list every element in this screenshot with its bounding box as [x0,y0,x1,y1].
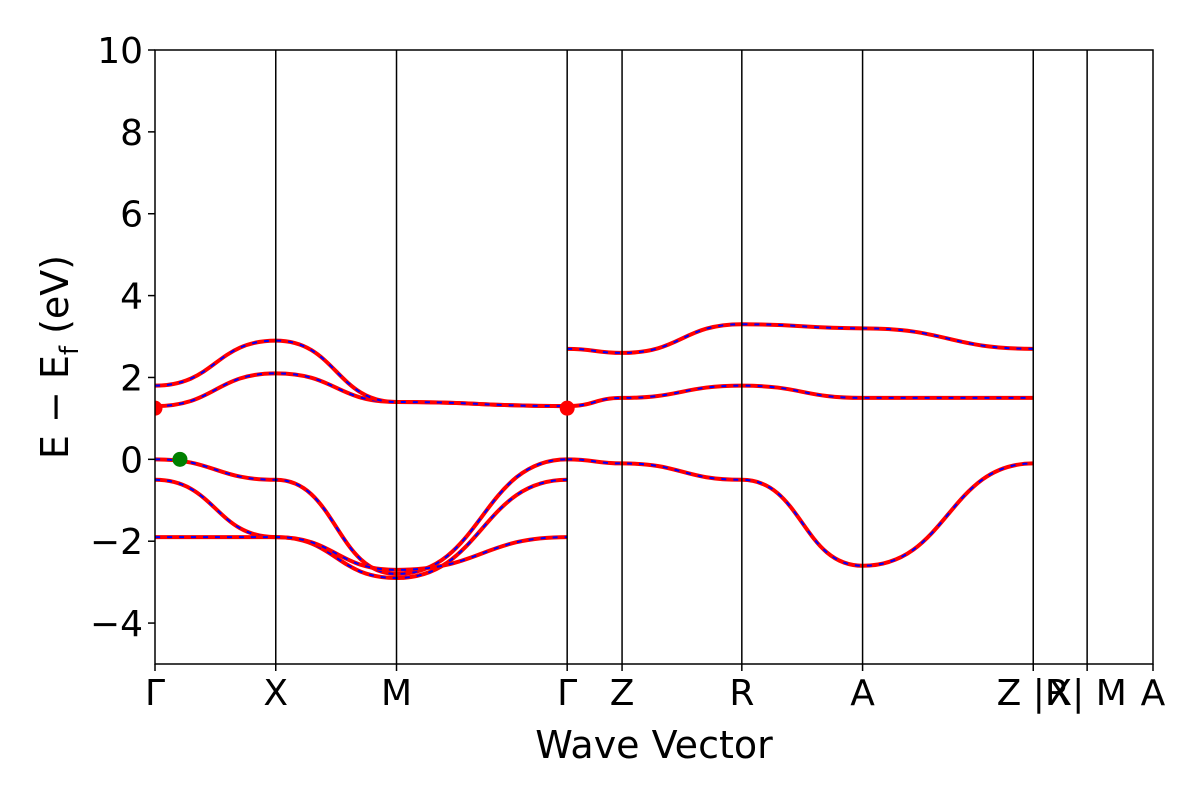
y-tick-label: −2 [90,522,143,563]
band-line [155,477,568,581]
x-tick-label: Γ [557,673,577,714]
x-tick-label: M [381,673,412,714]
y-axis-label-subscript: f [55,345,85,355]
x-tick-label: X [263,673,288,714]
vbm-marker [172,451,188,467]
cbm-marker [155,400,163,416]
band-line [155,535,568,572]
y-tick-label: −4 [90,604,143,645]
band-line-fit [155,339,568,408]
band-line-fit [567,384,1034,408]
high-symmetry-lines [275,50,1088,664]
x-tick-label: A [850,673,875,714]
y-tick-label: 6 [120,195,143,236]
band-line-fit [567,458,1034,567]
y-tick-label: 4 [120,277,143,318]
plot-area [155,50,1153,664]
x-tick-label: Z [610,673,635,714]
cbm-marker [559,400,575,416]
band-line-fit [567,323,1034,354]
x-tick-label: Z |R [997,673,1070,714]
y-tick-label: 0 [120,440,143,481]
x-tick-label: X| M [1047,673,1126,714]
y-axis-label-unit: (eV) [33,255,77,334]
x-axis-label: Wave Vector [535,723,773,767]
band-edge-markers [155,400,575,467]
y-axis-label: E − Ef (eV) [33,255,85,459]
y-tick-label: 8 [120,113,143,154]
x-tick-label: A [1141,673,1166,714]
y-tick-label: 10 [97,31,143,72]
x-tick-label: Γ [145,673,165,714]
plot-frame [154,49,1154,665]
y-axis-ticks: 10 8 6 4 2 0 −2 −4 [90,31,155,645]
band-line-fit [155,458,568,575]
x-tick-label: R [729,673,754,714]
y-axis-label-main: E − E [33,355,77,459]
y-tick-label: 2 [120,358,143,399]
